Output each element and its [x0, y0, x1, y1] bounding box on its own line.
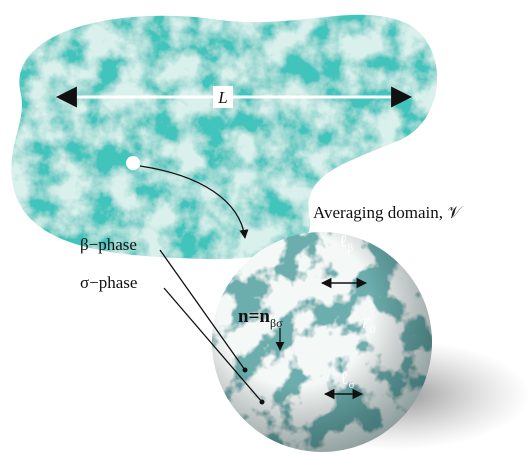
- leader: [159, 249, 246, 371]
- ell-main: ℓ: [340, 368, 349, 388]
- ell-main: ℓ: [339, 231, 348, 251]
- leader: [163, 287, 263, 403]
- normal-sub: βσ: [270, 316, 283, 330]
- radius-main: r: [362, 311, 370, 333]
- domain-label: Averaging domain, 𝒱: [313, 203, 464, 222]
- sigma-phase-label: σ−phase: [80, 273, 137, 292]
- dot: [259, 399, 265, 405]
- point: [126, 156, 140, 170]
- ell-sigma-label: ℓσ: [340, 368, 355, 391]
- label-bg: [213, 86, 233, 108]
- radius-label: r0: [362, 311, 376, 336]
- macroscopic-region: [11, 14, 438, 260]
- radius-sub: 0: [370, 322, 376, 336]
- length-label: L: [217, 88, 227, 107]
- beta-phase-label: β−phase: [80, 235, 137, 254]
- dot: [242, 367, 248, 373]
- normal-label: n=nβσ: [238, 306, 283, 330]
- ell-sub: β: [348, 242, 354, 254]
- zoom-arrow: [139, 165, 249, 239]
- ell-beta-label: ℓβ: [339, 231, 354, 254]
- sphere-shading: [212, 232, 432, 452]
- normal-main: n=n: [238, 306, 270, 327]
- ell-sub: σ: [349, 379, 355, 391]
